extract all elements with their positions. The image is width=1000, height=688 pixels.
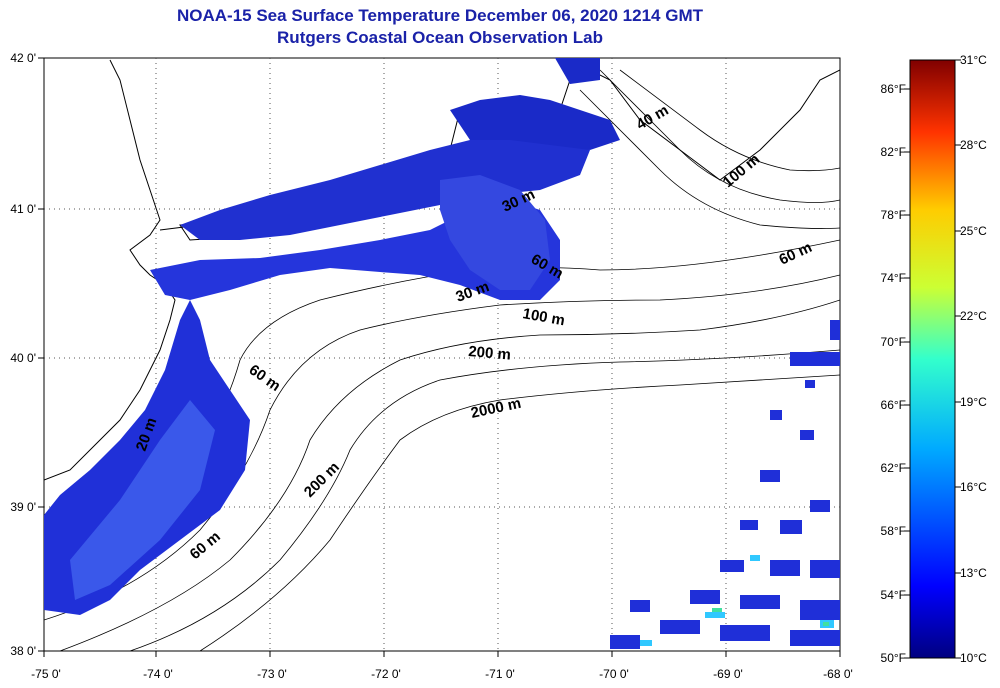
colorbar-f-label: 78°F [880,208,906,222]
lon-tick-label: -71 0' [485,667,515,681]
colorbar-f-label: 62°F [880,461,906,475]
lat-tick-label: 40 0' [10,351,36,365]
colorbar-f-label: 58°F [880,524,906,538]
lon-tick-label: -75 0' [31,667,61,681]
lat-tick-label: 42 0' [10,51,36,65]
colorbar-c-label: 28°C [960,138,987,152]
lat-tick-label: 39 0' [10,500,36,514]
lon-tick-label: -72 0' [371,667,401,681]
colorbar-c-label: 19°C [960,395,987,409]
bathymetry-contours [44,69,840,651]
colorbar-ticks [904,59,961,659]
map-title: NOAA-15 Sea Surface Temperature December… [177,6,703,25]
colorbar-f-label: 74°F [880,271,906,285]
lat-tick-label: 41 0' [10,202,36,216]
colorbar-f-label: 50°F [880,651,906,665]
colorbar-f-label: 86°F [880,82,906,96]
colorbar-f-label: 70°F [880,335,906,349]
colorbar-c-label: 16°C [960,480,987,494]
lon-tick-label: -69 0' [713,667,743,681]
lon-tick-label: -68 0' [823,667,853,681]
lon-tick-label: -70 0' [599,667,629,681]
colorbar-c-label: 31°C [960,53,987,67]
colorbar [909,59,956,659]
lon-tick-label: -74 0' [143,667,173,681]
colorbar-f-label: 66°F [880,398,906,412]
colorbar-c-label: 10°C [960,651,987,665]
map-subtitle: Rutgers Coastal Ocean Observation Lab [277,28,603,47]
colorbar-c-label: 25°C [960,224,987,238]
lat-tick-label: 38 0' [10,644,36,658]
colorbar-c-label: 22°C [960,309,987,323]
colorbar-f-label: 82°F [880,145,906,159]
colorbar-f-label: 54°F [880,588,906,602]
axis-ticks [38,57,841,657]
lon-tick-label: -73 0' [257,667,287,681]
sst-coverage [44,58,840,649]
colorbar-c-label: 13°C [960,566,987,580]
contour-label: 200 m [468,343,512,364]
